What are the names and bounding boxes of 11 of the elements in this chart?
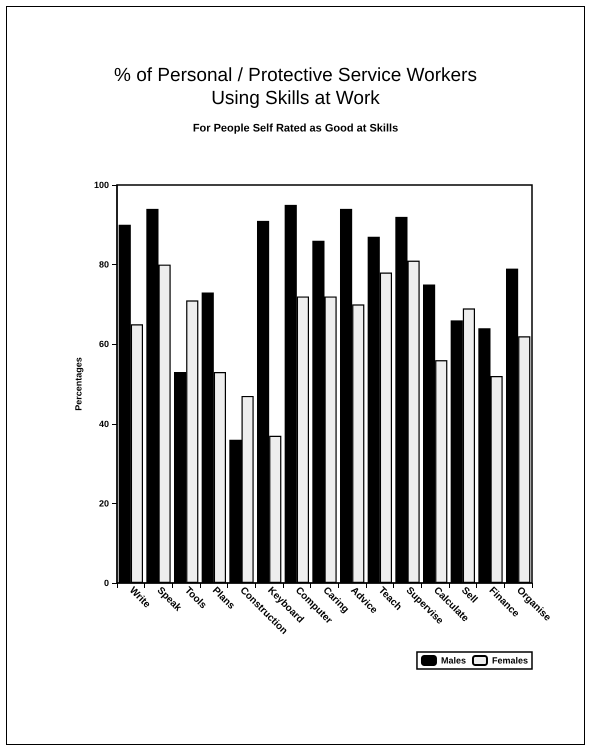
y-tick-label: 100 (94, 180, 109, 190)
legend-label: Males (440, 656, 466, 666)
y-tick-label: 80 (98, 260, 109, 270)
y-tick-label: 40 (98, 418, 109, 429)
y-tick-label: 0 (104, 578, 109, 588)
legend-label: Females (492, 656, 528, 666)
y-tick-label: 60 (98, 339, 109, 350)
y-axis-title: Percentages (74, 357, 84, 411)
chart-title: % of Personal / Protective Service Workers Using Skills at Work (114, 65, 477, 109)
y-tick-label: 20 (98, 498, 109, 508)
chart-subtitle: For People Self Rated as Good at Skills (192, 122, 398, 134)
